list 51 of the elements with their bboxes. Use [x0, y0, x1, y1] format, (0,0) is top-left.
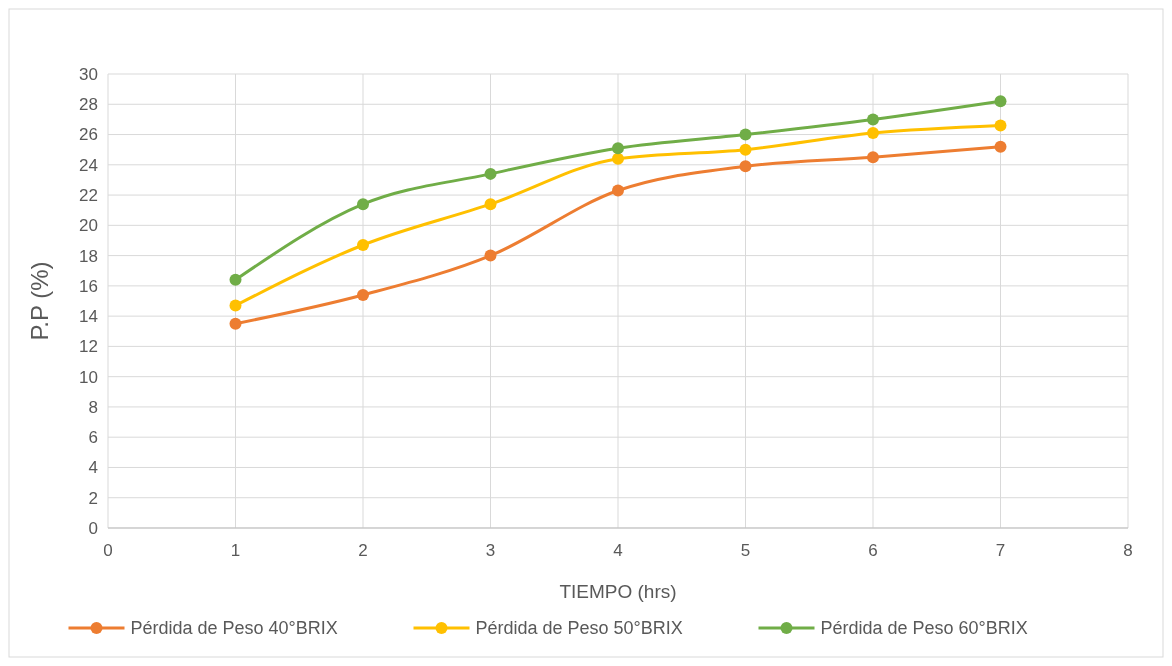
point: [994, 95, 1007, 108]
y-tick-label: 26: [79, 125, 98, 145]
point: [484, 249, 497, 262]
y-tick-label: 28: [79, 95, 98, 115]
y-tick-label: 18: [79, 246, 98, 266]
x-tick-label: 5: [740, 541, 751, 560]
point: [867, 127, 879, 140]
x-tick-label: 3: [485, 541, 496, 560]
point: [739, 143, 752, 156]
y-tick-label: 16: [79, 276, 98, 296]
x-tick-label: 2: [358, 541, 368, 560]
point: [357, 288, 369, 301]
x-tick-label: 7: [995, 541, 1006, 560]
y-tick-label: 8: [88, 397, 98, 417]
y-tick-label: 0: [88, 518, 98, 538]
point: [357, 198, 369, 211]
y-tick-label: 12: [79, 337, 98, 357]
point: [612, 184, 624, 197]
point: [612, 152, 624, 165]
y-tick-label: 24: [79, 155, 98, 175]
point: [612, 142, 624, 155]
point: [867, 113, 879, 126]
x-axis-title: TIEMPO (hrs): [559, 581, 677, 602]
point: [484, 198, 497, 211]
y-tick-label: 20: [79, 216, 98, 236]
y-tick-label: 14: [79, 307, 98, 327]
point: [994, 140, 1007, 153]
point: [867, 151, 879, 164]
legend-label: Pérdida de Peso 40°BRIX: [130, 618, 338, 639]
y-tick-label: 30: [79, 64, 98, 84]
legend-label: Pérdida de Peso 60°BRIX: [820, 618, 1028, 639]
x-tick-label: 4: [613, 541, 623, 560]
y-tick-label: 22: [79, 186, 98, 206]
y-tick-label: 6: [88, 428, 98, 448]
legend-label: Pérdida de Peso 50°BRIX: [475, 618, 683, 639]
y-tick-label: 4: [88, 458, 98, 478]
y-tick-label: 2: [88, 488, 98, 508]
x-tick-label: 6: [868, 541, 878, 560]
point: [357, 239, 369, 252]
point: [739, 128, 752, 141]
point: [739, 160, 752, 173]
point: [229, 273, 242, 286]
point: [229, 299, 242, 312]
x-tick-label: 8: [1123, 541, 1133, 560]
x-tick-label: 1: [230, 541, 241, 560]
y-axis-title: P.P (%): [26, 261, 53, 341]
y-tick-label: 10: [79, 367, 98, 387]
x-tick-label: 0: [103, 541, 113, 560]
point: [229, 317, 242, 330]
point: [484, 167, 497, 180]
point: [994, 119, 1007, 132]
